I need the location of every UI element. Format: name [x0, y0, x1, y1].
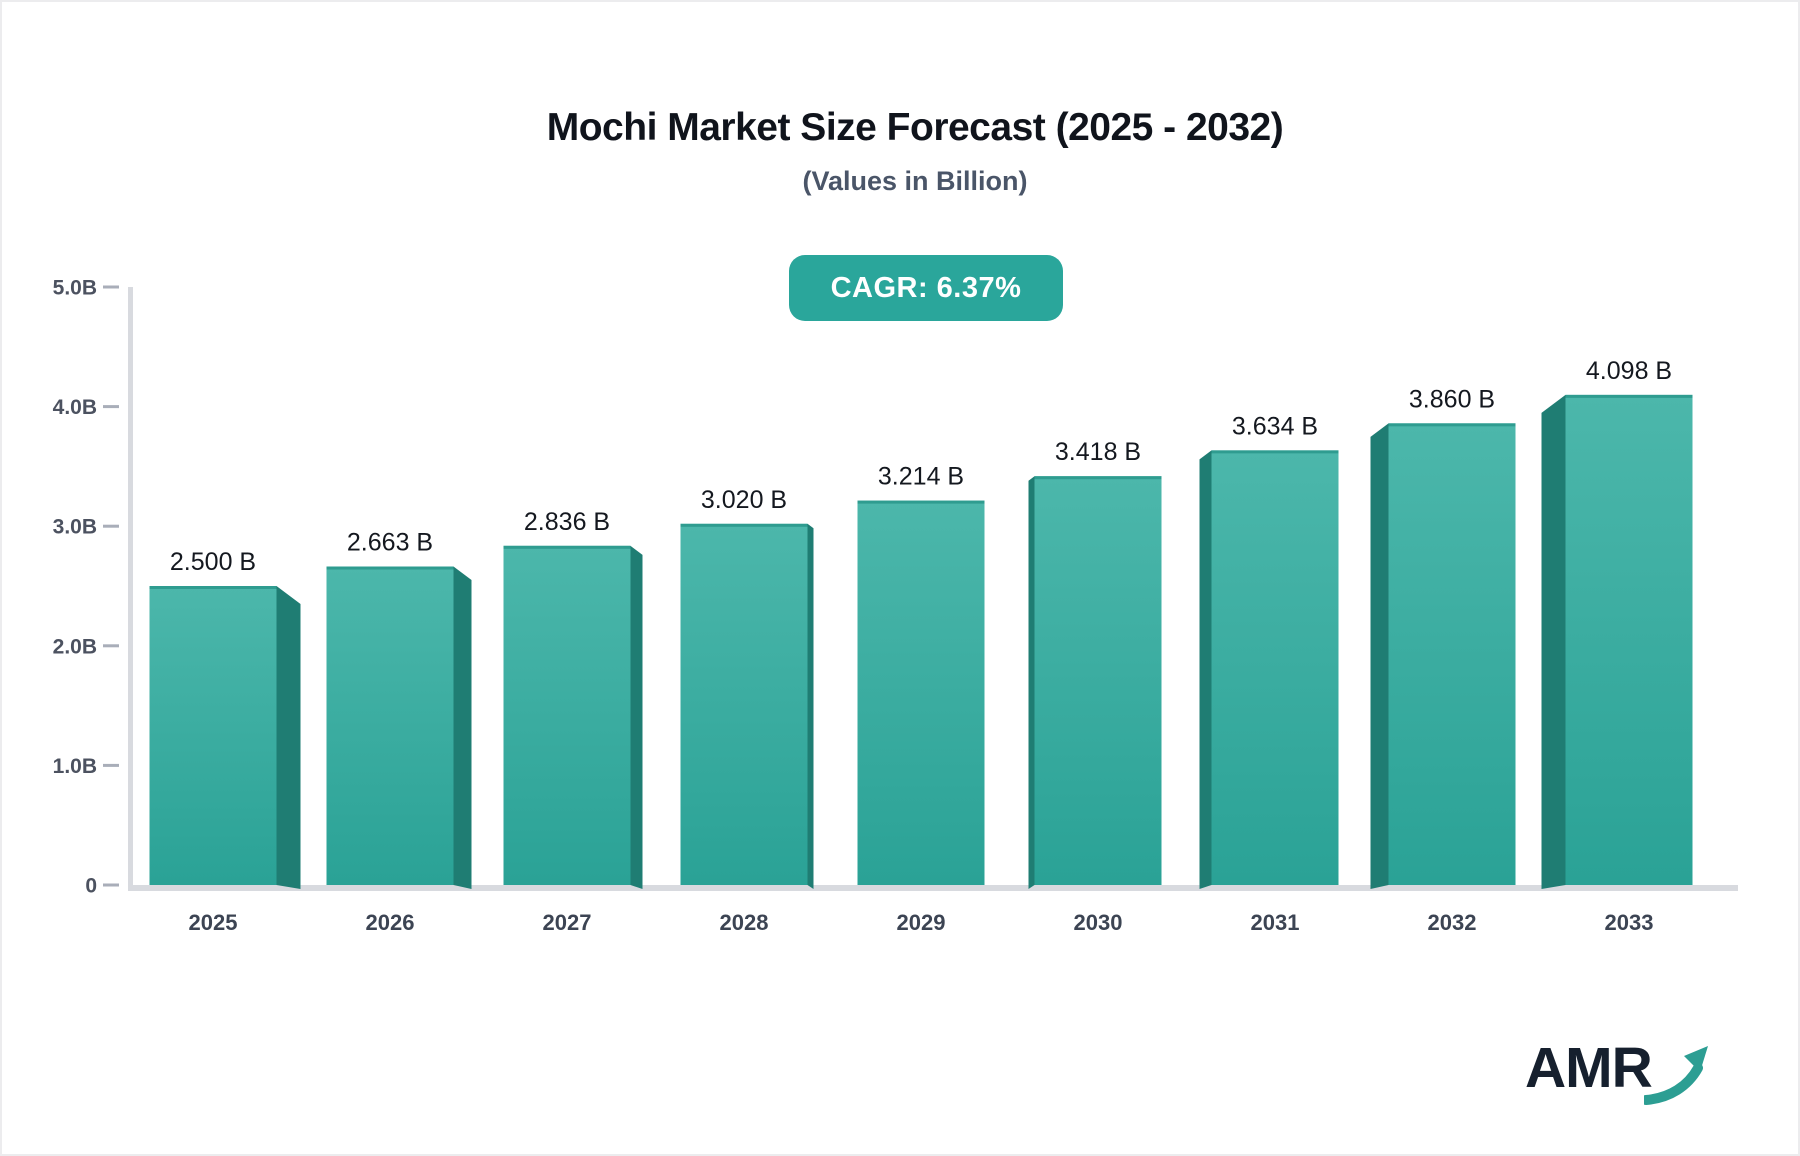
x-category-label: 2033	[1605, 910, 1654, 935]
bar-2026: 2.663 B 2026	[326, 529, 472, 935]
bar-2025: 2.500 B 2025	[149, 548, 301, 935]
y-tick-label: 5.0B	[53, 277, 97, 300]
bar-2028: 3.020 B 2028	[680, 486, 814, 935]
bar-top-edge	[1034, 476, 1162, 480]
bar-front-face	[326, 566, 454, 885]
x-category-label: 2032	[1428, 910, 1477, 935]
bar-value-label: 2.836 B	[524, 508, 610, 536]
bar-2030: 3.418 B 2030	[1028, 438, 1162, 935]
y-tick-label: 0	[85, 875, 97, 898]
bar-top-edge	[857, 500, 985, 504]
bar-front-face	[1034, 476, 1162, 885]
bar-front-face	[1565, 394, 1693, 885]
x-category-label: 2030	[1074, 910, 1123, 935]
bar-value-label: 3.418 B	[1055, 438, 1141, 466]
bar-value-label: 3.020 B	[701, 486, 787, 514]
x-category-label: 2026	[366, 910, 415, 935]
bar-top-edge	[1388, 423, 1516, 427]
chart-title: Mochi Market Size Forecast (2025 - 2032)	[546, 106, 1284, 149]
bar-2029: 3.214 B 2029	[857, 463, 985, 935]
y-axis-line	[128, 287, 133, 891]
x-category-label: 2029	[897, 910, 946, 935]
bar-top-edge	[149, 586, 277, 589]
bar-front-face	[1388, 423, 1516, 885]
bar-side-face	[276, 586, 301, 889]
bar-side-face	[630, 545, 643, 889]
y-tick-label: 2.0B	[53, 635, 97, 658]
bar-2032: 3.860 B 2032	[1370, 385, 1516, 935]
y-tick-mark	[103, 644, 119, 648]
bar-top-edge	[326, 566, 454, 570]
bar-top-edge	[1211, 450, 1339, 454]
cagr-badge: CAGR: 6.37%	[789, 255, 1063, 321]
x-category-label: 2025	[189, 910, 238, 935]
y-tick-mark	[103, 524, 119, 528]
bar-value-label: 2.500 B	[170, 548, 256, 576]
y-tick-mark	[103, 285, 119, 289]
y-tick-label: 1.0B	[53, 755, 97, 778]
x-axis-line	[128, 885, 1738, 891]
bar-front-face	[680, 523, 808, 885]
bar-side-face	[1028, 476, 1035, 889]
bar-2027: 2.836 B 2027	[503, 508, 643, 935]
bar-side-face	[1541, 394, 1566, 889]
x-category-label: 2027	[543, 910, 592, 935]
bar-value-label: 4.098 B	[1586, 357, 1672, 385]
bar-value-label: 3.634 B	[1232, 412, 1318, 440]
bar-side-face	[1370, 423, 1389, 889]
bar-side-face	[807, 523, 814, 889]
bar-front-face	[1211, 450, 1339, 885]
bar-value-label: 3.860 B	[1409, 385, 1495, 413]
bar-top-edge	[1565, 394, 1693, 398]
bar-2033: 4.098 B 2033	[1541, 357, 1693, 935]
bar-top-edge	[680, 523, 808, 527]
y-tick-mark	[103, 883, 119, 887]
bar-value-label: 2.663 B	[347, 529, 433, 557]
trend-up-arrow-icon	[1643, 1046, 1708, 1105]
y-tick-label: 4.0B	[53, 396, 97, 419]
bar-side-face	[1199, 450, 1212, 889]
y-tick-label: 3.0B	[53, 516, 97, 539]
bar-value-label: 3.214 B	[878, 463, 964, 491]
bar-side-face	[453, 566, 472, 889]
amr-logo-text: AMR	[1525, 1036, 1653, 1100]
x-category-label: 2031	[1251, 910, 1300, 935]
bar-top-edge	[503, 545, 631, 549]
bar-front-face	[857, 500, 985, 885]
bar-2031: 3.634 B 2031	[1199, 412, 1339, 935]
y-tick-mark	[103, 405, 119, 409]
bar-front-face	[149, 586, 277, 885]
y-tick-mark	[103, 763, 119, 767]
bar-front-face	[503, 545, 631, 885]
x-category-label: 2028	[720, 910, 769, 935]
amr-logo: AMR	[1525, 1040, 1710, 1110]
chart-subtitle: (Values in Billion)	[802, 166, 1028, 196]
